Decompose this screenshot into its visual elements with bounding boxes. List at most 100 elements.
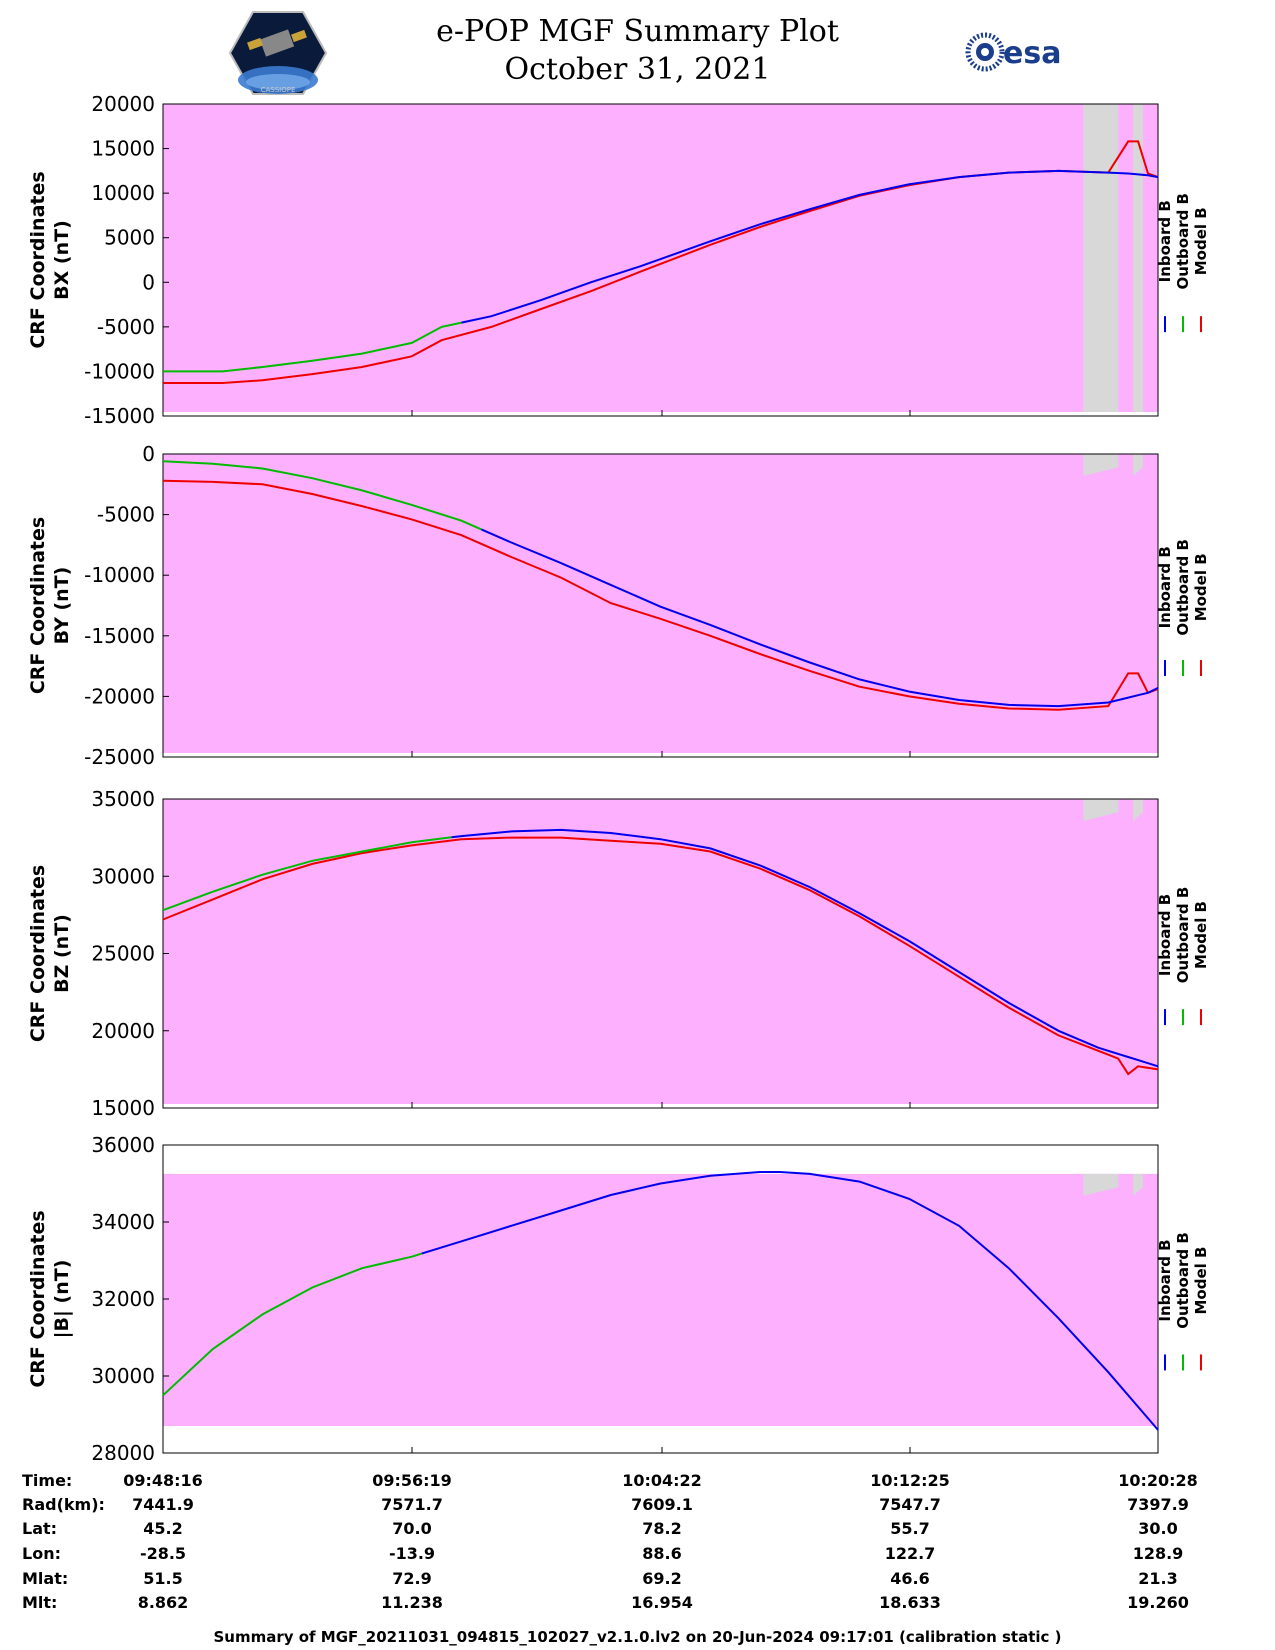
- data-gap-band: [1133, 454, 1144, 476]
- table-cell: 10:20:28: [1118, 1471, 1198, 1490]
- series-line-inboard-b: [461, 169, 1159, 324]
- y-tick-label: 34000: [91, 1210, 155, 1234]
- series-line-outboard-b: [162, 836, 452, 912]
- y-axis-label: BZ (nT): [51, 914, 73, 993]
- y-tick-label: -5000: [97, 315, 155, 339]
- table-row-label: Time:: [22, 1471, 73, 1490]
- table-cell: 55.7: [890, 1519, 930, 1538]
- table-cell: 30.0: [1138, 1519, 1178, 1538]
- table-row-label: Mlat:: [22, 1569, 69, 1588]
- esa-logo: esa: [965, 32, 1061, 72]
- table-row-label: Lat:: [22, 1519, 58, 1538]
- table-cell: 7609.1: [631, 1495, 693, 1514]
- data-gap-band: [1083, 454, 1119, 476]
- y-tick-label: 25000: [91, 942, 155, 966]
- legend-label: Model B: [1192, 1247, 1210, 1315]
- series-line-model-b: [162, 836, 1159, 1076]
- table-cell: 72.9: [392, 1569, 432, 1588]
- y-tick-label: 0: [142, 270, 155, 294]
- table-cell: 45.2: [143, 1519, 183, 1538]
- plot-frame: [162, 103, 1159, 417]
- data-background: [163, 799, 1158, 1104]
- legend-label: Outboard B: [1174, 539, 1192, 636]
- data-gap-band: [1133, 1173, 1144, 1196]
- chart-panel-2: 0 -5000 -10000 -15000 -20000 -25000 CRF Coordi…: [27, 442, 1210, 769]
- chart-panel-4: 36000 34000 32000 30000 28000 CRF Coordinates…: [27, 1133, 1210, 1460]
- legend-label: Outboard B: [1174, 193, 1192, 290]
- series-line-outboard-b: [162, 1252, 422, 1397]
- legend-label: Outboard B: [1174, 887, 1192, 984]
- data-gap-band: [1133, 104, 1144, 412]
- table-cell: 7547.7: [879, 1495, 941, 1514]
- table-cell: 69.2: [642, 1569, 682, 1588]
- y-tick-label: 35000: [91, 787, 155, 811]
- table-cell: 122.7: [884, 1544, 936, 1563]
- y-tick-label: 20000: [91, 92, 155, 116]
- svg-text:CASSIOPE: CASSIOPE: [261, 86, 296, 94]
- table-cell: -28.5: [139, 1544, 187, 1563]
- plot-frame: [162, 453, 1159, 758]
- y-tick-label: 30000: [91, 864, 155, 888]
- table-cell: 7397.9: [1127, 1495, 1189, 1514]
- legend-label: Inboard B: [1156, 1239, 1174, 1321]
- y-tick-label: 15000: [91, 1096, 155, 1120]
- data-gap-band: [1083, 799, 1119, 821]
- data-gap-band: [1083, 104, 1119, 412]
- legend-label: Model B: [1192, 207, 1210, 275]
- y-tick-label: 5000: [104, 226, 155, 250]
- chart-panel-1: 20000 15000 10000 5000 0 -5000 -10000 -15000 CRF…: [27, 92, 1210, 428]
- data-gap-band: [1133, 799, 1144, 821]
- plot-area: 20000 15000 10000 5000 0 -5000 -10000 -15000 CRF…: [27, 92, 1210, 1460]
- y-axis-label: |B| (nT): [51, 1260, 73, 1339]
- series-line-inboard-b: [421, 1171, 1159, 1431]
- series-line-outboard-b: [162, 460, 482, 531]
- legend-label: Model B: [1192, 901, 1210, 969]
- y-tick-label: 36000: [91, 1133, 155, 1157]
- table-cell: 7441.9: [132, 1495, 194, 1514]
- y-tick-label: 28000: [91, 1441, 155, 1460]
- table-cell: 18.633: [879, 1593, 941, 1612]
- y-axis-label: CRF Coordinates: [27, 1210, 49, 1387]
- table-cell: 8.862: [137, 1593, 189, 1612]
- data-gap-band: [1083, 1173, 1119, 1196]
- plot-date: October 31, 2021: [504, 52, 771, 87]
- legend-label: Outboard B: [1174, 1232, 1192, 1329]
- y-tick-label: 30000: [91, 1364, 155, 1388]
- chart-panel-3: 35000 30000 25000 20000 15000 CRF Coordinates…: [27, 787, 1210, 1120]
- table-cell: 11.238: [381, 1593, 443, 1612]
- table-cell: 7571.7: [381, 1495, 443, 1514]
- table-cell: 21.3: [1138, 1569, 1178, 1588]
- y-tick-label: 15000: [91, 137, 155, 161]
- y-axis-label: CRF Coordinates: [27, 171, 49, 348]
- series-line-model-b: [162, 479, 1159, 711]
- y-tick-label: -25000: [84, 745, 155, 769]
- y-tick-label: 10000: [91, 181, 155, 205]
- series-line-outboard-b: [163, 321, 462, 373]
- table-cell: 10:04:22: [622, 1471, 702, 1490]
- y-tick-label: -10000: [84, 359, 155, 383]
- table-cell: -13.9: [388, 1544, 436, 1563]
- y-tick-label: -10000: [84, 563, 155, 587]
- svg-text:esa: esa: [1003, 36, 1061, 71]
- data-background: [163, 1173, 1158, 1427]
- y-tick-label: 0: [142, 442, 155, 466]
- y-tick-label: -20000: [84, 684, 155, 708]
- table-row-label: Rad(km):: [22, 1495, 105, 1514]
- series-line-inboard-b: [480, 528, 1159, 708]
- table-cell: 78.2: [642, 1519, 682, 1538]
- legend-label: Inboard B: [1156, 894, 1174, 976]
- table-cell: 10:12:25: [870, 1471, 950, 1490]
- y-tick-label: 20000: [91, 1019, 155, 1043]
- cassiope-logo: CASSIOPE: [228, 11, 328, 95]
- table-row-label: Lon:: [22, 1544, 61, 1563]
- y-tick-label: -15000: [84, 624, 155, 648]
- table-cell: 09:48:16: [123, 1471, 203, 1490]
- table-cell: 128.9: [1132, 1544, 1184, 1563]
- footer-summary: Summary of MGF_20211031_094815_102027_v2…: [213, 1628, 1062, 1646]
- legend-label: Model B: [1192, 553, 1210, 621]
- y-tick-label: 32000: [91, 1287, 155, 1311]
- table-row-label: Mlt:: [22, 1593, 58, 1612]
- legend-label: Inboard B: [1156, 200, 1174, 282]
- y-axis-label: CRF Coordinates: [27, 865, 49, 1042]
- y-tick-label: -15000: [84, 404, 155, 428]
